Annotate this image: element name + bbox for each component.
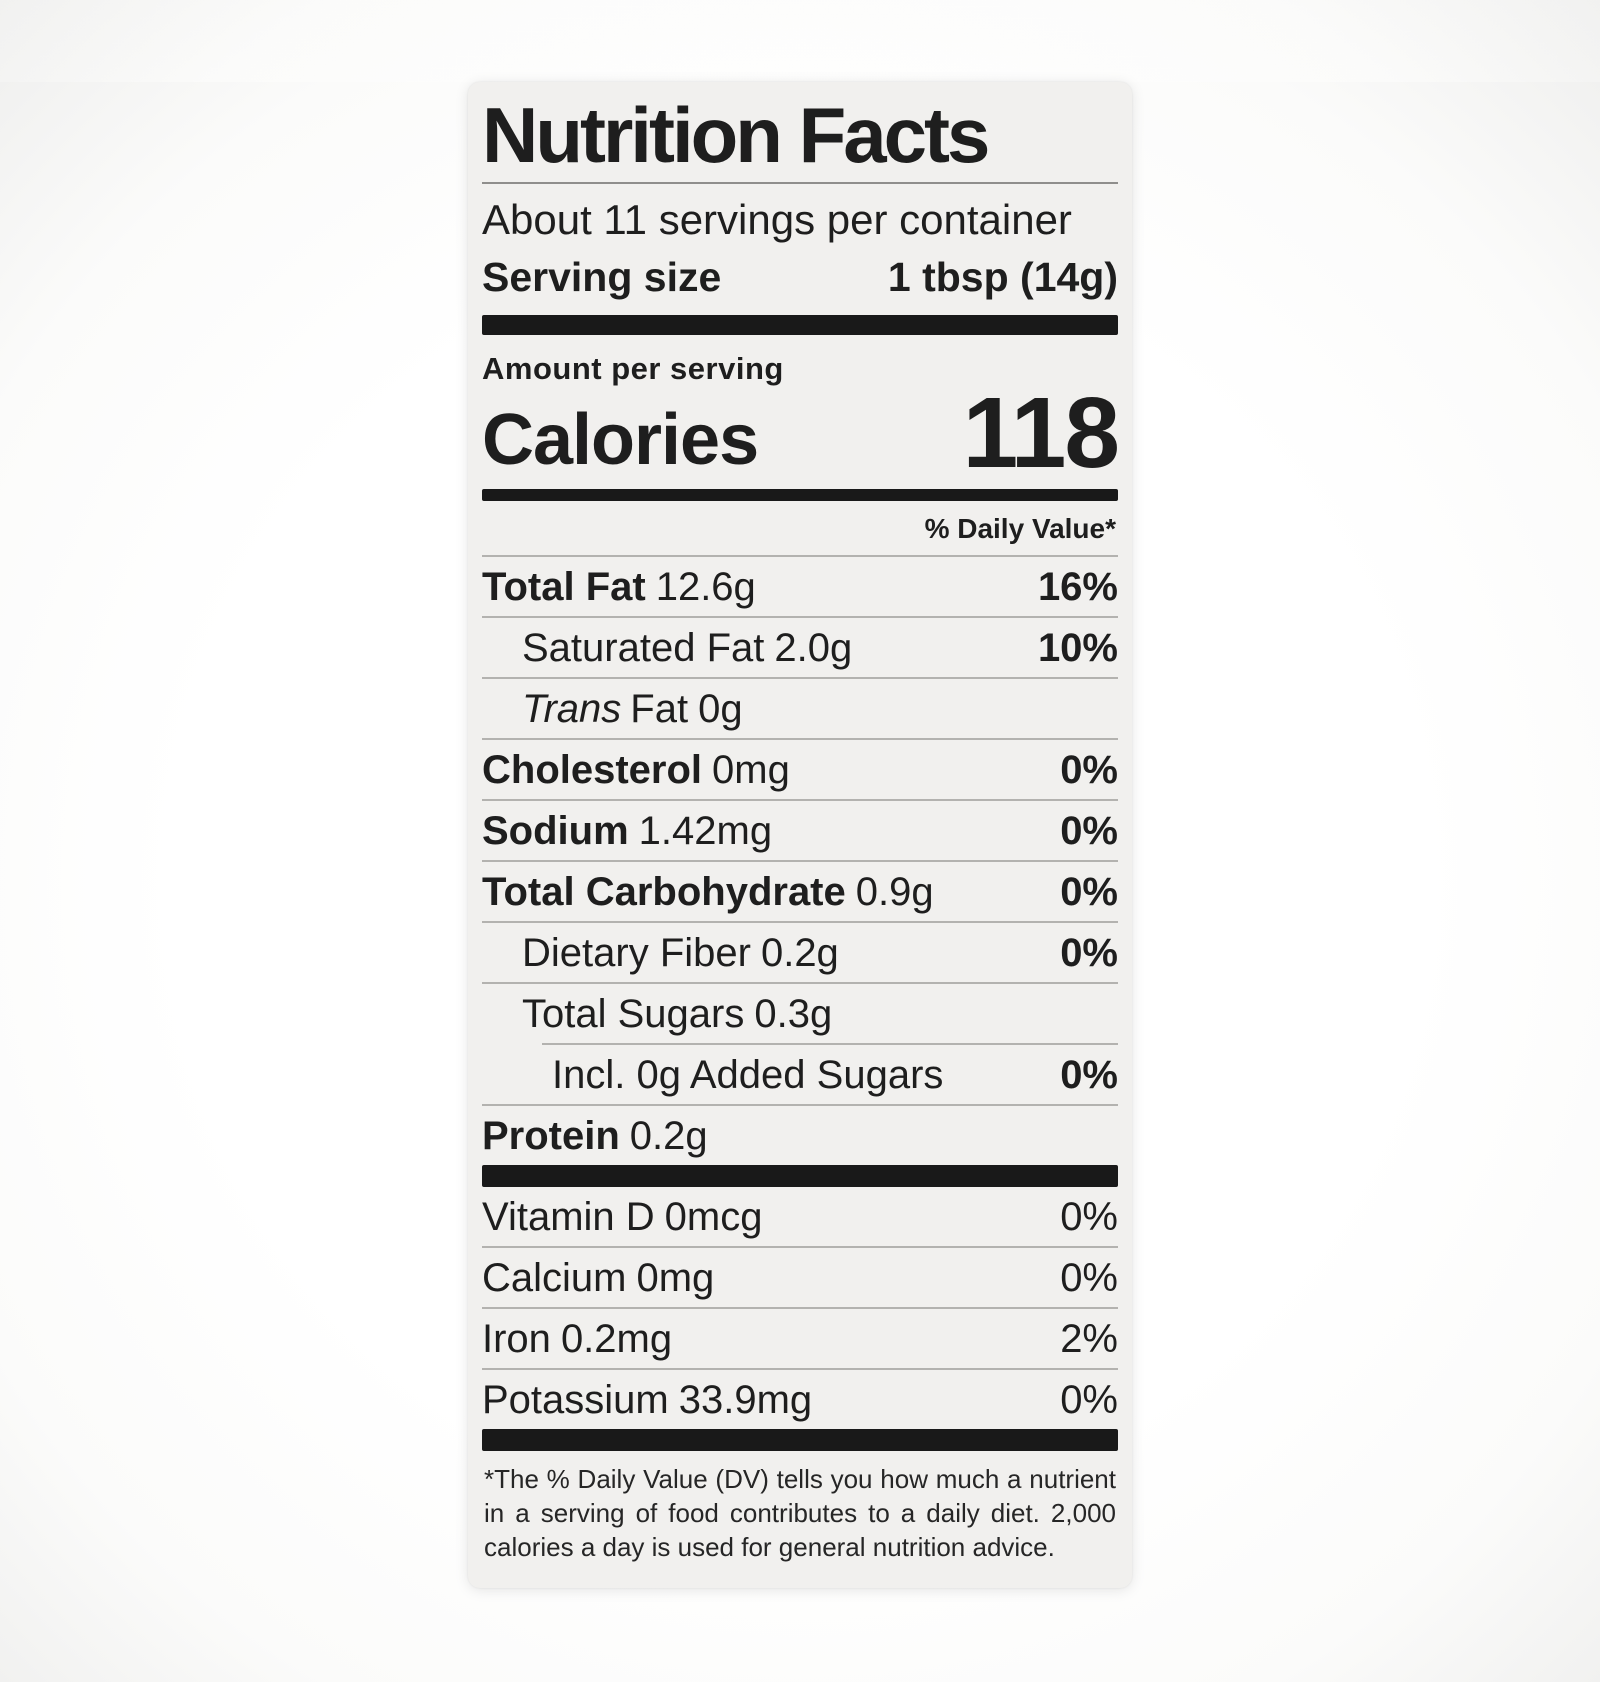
nutrient-row: Vitamin D 0mcg 0%: [482, 1187, 1118, 1246]
nutrient-daily-value: 0%: [1060, 748, 1118, 792]
nutrient-row: Total Fat 12.6g 16%: [482, 557, 1118, 616]
servings-per-container: About 11 servings per container: [482, 196, 1072, 243]
row-divider: [482, 921, 1118, 923]
nutrient-amount: 0.2mg: [560, 1317, 673, 1361]
section-bar-top: [482, 315, 1118, 335]
nutrient-daily-value: 0%: [1060, 931, 1118, 975]
nutrient-name: Cholesterol: [482, 748, 703, 792]
row-divider: [482, 982, 1118, 984]
nutrient-amount: 0mg: [712, 748, 790, 792]
nutrient-name: Vitamin D: [482, 1195, 655, 1239]
nutrient-name: Protein: [482, 1114, 620, 1158]
nutrient-amount: 0.3g: [754, 992, 833, 1036]
nutrient-amount: 33.9mg: [678, 1378, 813, 1422]
calories-label: Calories: [482, 400, 759, 481]
section-bar-middle: [482, 1165, 1118, 1187]
nutrient-daily-value: 0%: [1060, 1256, 1118, 1300]
title-divider: [482, 182, 1118, 184]
row-divider: [482, 677, 1118, 679]
calories-bar: [482, 489, 1118, 501]
nutrient-name: Dietary Fiber: [522, 931, 751, 975]
row-divider: [542, 1043, 1118, 1045]
footnote: *The % Daily Value (DV) tells you how mu…: [484, 1464, 1116, 1562]
nutrient-name: Fat: [630, 687, 689, 731]
nutrient-row: Dietary Fiber 0.2g 0%: [482, 923, 1118, 982]
nutrient-amount: 0mcg: [664, 1195, 763, 1239]
nutrient-row: Iron 0.2mg 2%: [482, 1309, 1118, 1368]
row-divider: [482, 1246, 1118, 1248]
nutrient-amount: 0.9g: [855, 870, 934, 914]
nutrient-name: Sodium: [482, 809, 629, 853]
calories-value: 118: [962, 377, 1120, 489]
nutrient-name: Iron: [482, 1317, 551, 1361]
nutrient-daily-value: 0%: [1060, 1378, 1118, 1422]
nutrient-daily-value: 0%: [1060, 1195, 1118, 1239]
nutrient-name: Potassium: [482, 1378, 669, 1422]
micronutrient-rows: Vitamin D 0mcg 0% Calcium 0mg 0% Iron 0.2mg…: [482, 1187, 1118, 1429]
nutrition-facts-label: Nutrition Facts About 11 servings per co…: [468, 82, 1132, 1589]
label-title: Nutrition Facts: [482, 91, 990, 179]
nutrient-daily-value: 0%: [1060, 870, 1118, 914]
nutrient-row: Saturated Fat 2.0g 10%: [482, 618, 1118, 677]
nutrient-amount: 0mg: [636, 1256, 715, 1300]
row-divider: [482, 616, 1118, 618]
nutrient-row: Potassium 33.9mg 0%: [482, 1370, 1118, 1429]
section-bar-bottom: [482, 1429, 1118, 1451]
nutrient-amount: 2.0g: [774, 626, 853, 670]
nutrient-row: Incl. 0g Added Sugars 0%: [482, 1045, 1118, 1104]
nutrient-row: Sodium 1.42mg 0%: [482, 801, 1118, 860]
row-divider: [482, 860, 1118, 862]
row-divider: [482, 1368, 1118, 1370]
nutrient-row: Total Sugars 0.3g: [482, 984, 1118, 1043]
nutrient-name: Total Sugars: [522, 992, 745, 1036]
nutrient-row: Total Carbohydrate 0.9g 0%: [482, 862, 1118, 921]
amount-per-serving-label: Amount per serving: [482, 351, 784, 386]
nutrient-row: Trans Fat 0g: [482, 679, 1118, 738]
row-divider: [482, 799, 1118, 801]
nutrient-row: Calcium 0mg 0%: [482, 1248, 1118, 1307]
row-divider: [482, 738, 1118, 740]
nutrient-amount: 0.2g: [760, 931, 839, 975]
serving-size-value: 1 tbsp (14g): [887, 254, 1118, 300]
nutrient-name: Calcium: [482, 1256, 627, 1300]
daily-value-header: % Daily Value*: [924, 513, 1116, 544]
row-divider: [482, 1307, 1118, 1309]
nutrient-row: Cholesterol 0mg 0%: [482, 740, 1118, 799]
nutrient-daily-value: 2%: [1060, 1317, 1118, 1361]
nutrient-daily-value: 10%: [1037, 626, 1118, 670]
nutrient-daily-value: 0%: [1060, 1053, 1118, 1097]
nutrient-rows: Total Fat 12.6g 16% Saturated Fat 2.0g 10%…: [482, 557, 1118, 1165]
row-divider: [482, 1104, 1118, 1106]
nutrient-daily-value: 16%: [1037, 565, 1118, 609]
nutrient-name: Incl. 0g Added Sugars: [552, 1053, 944, 1097]
nutrient-daily-value: 0%: [1060, 809, 1118, 853]
nutrient-amount: 0.2g: [629, 1114, 708, 1158]
daily-value-divider: [482, 555, 1118, 557]
nutrient-amount: 0g: [698, 687, 743, 731]
nutrient-name: Saturated Fat: [522, 626, 765, 670]
nutrient-row: Protein 0.2g: [482, 1106, 1118, 1165]
calories-row: Calories 118: [482, 377, 1120, 489]
nutrient-amount: 12.6g: [655, 565, 756, 609]
nutrient-name-italic: Trans: [522, 687, 622, 731]
serving-size-label: Serving size: [482, 254, 722, 300]
nutrient-name: Total Fat: [482, 565, 646, 609]
nutrient-name: Total Carbohydrate: [482, 870, 846, 914]
nutrient-amount: 1.42mg: [638, 809, 773, 853]
serving-size-row: Serving size 1 tbsp (14g): [482, 246, 1118, 315]
